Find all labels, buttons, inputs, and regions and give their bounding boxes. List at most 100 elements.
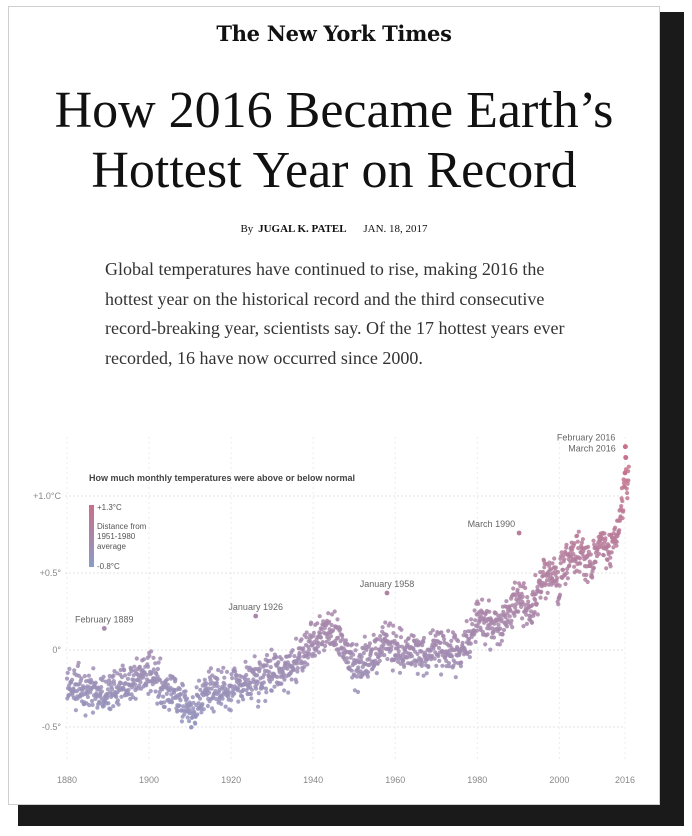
data-point [279,657,284,662]
data-point [491,635,497,640]
byline-author[interactable]: JUGAL K. PATEL [258,223,347,235]
data-point [100,678,105,683]
data-point [120,663,125,668]
data-point [87,703,92,708]
data-point [197,696,203,701]
data-point [187,719,192,724]
data-point [256,699,261,704]
data-point [439,672,444,677]
data-point [470,622,475,627]
data-point [554,575,560,581]
data-point [476,601,481,606]
data-point [223,704,228,709]
data-point [396,649,401,654]
data-point [389,644,394,649]
data-point [76,673,82,678]
data-point [132,664,137,669]
data-point [355,689,361,695]
data-point [70,677,75,683]
data-point [436,645,442,651]
data-point [424,653,429,658]
data-point [146,691,151,697]
data-point [318,635,324,640]
data-point [119,694,124,699]
data-point [411,633,416,639]
data-point [409,654,415,659]
data-point [609,550,614,555]
data-point [73,708,78,713]
data-point [105,687,111,692]
data-point [292,654,297,659]
data-point [299,637,304,642]
data-point [83,713,88,718]
data-point [402,664,407,669]
data-point [524,621,530,627]
data-point [155,666,160,672]
data-point [290,648,295,653]
annotated-point [384,590,390,596]
data-point [526,599,531,604]
annotated-point [623,444,628,450]
data-point [133,696,138,701]
data-point [297,650,302,656]
data-point [224,669,230,675]
data-point [504,624,510,629]
data-point [192,709,197,714]
data-point [533,597,538,603]
data-point [177,687,182,692]
data-point [222,682,227,687]
data-point [375,637,380,642]
data-point [301,649,306,655]
data-point [217,698,222,703]
data-point [533,573,538,578]
data-point [520,594,525,599]
data-point [209,686,214,691]
data-point [307,647,312,652]
data-point [374,671,379,676]
data-point [304,635,309,640]
data-point [156,660,161,665]
chart-legend: +1.3°C Distance from 1951-1980 average -… [89,503,147,571]
data-point [586,544,591,550]
data-point [367,656,372,661]
data-point [373,646,378,651]
data-point [232,691,237,696]
data-point [553,572,558,577]
data-point [585,579,590,585]
data-point [151,667,156,672]
data-point [180,683,185,688]
data-point [608,555,613,560]
data-point [401,652,406,657]
data-point [501,609,506,615]
data-point [511,586,516,591]
legend-desc-1: Distance from [97,522,147,531]
data-point [198,687,203,693]
data-points [64,444,631,730]
data-point [202,677,207,683]
headline-line-1: How 2016 Became Earth’s [54,82,614,139]
data-point [529,620,535,625]
data-point [456,638,461,644]
data-point [449,638,454,644]
data-point [237,678,243,684]
data-point [421,635,427,641]
data-point [219,701,224,707]
data-point [275,674,280,680]
data-point [533,591,538,597]
chart-title: How much monthly temperatures were above… [89,473,355,483]
data-point [157,692,162,698]
data-point [254,686,259,691]
data-point [121,685,126,691]
data-point [451,663,456,668]
data-point [576,529,581,534]
data-point [169,700,175,705]
data-point [346,660,351,665]
data-point [158,656,163,661]
data-point [626,464,631,469]
data-point [79,676,84,681]
data-point [419,649,424,654]
data-point [263,686,269,691]
data-point [622,470,628,476]
data-point [468,649,473,655]
masthead-logo[interactable]: The New York Times [216,21,452,46]
